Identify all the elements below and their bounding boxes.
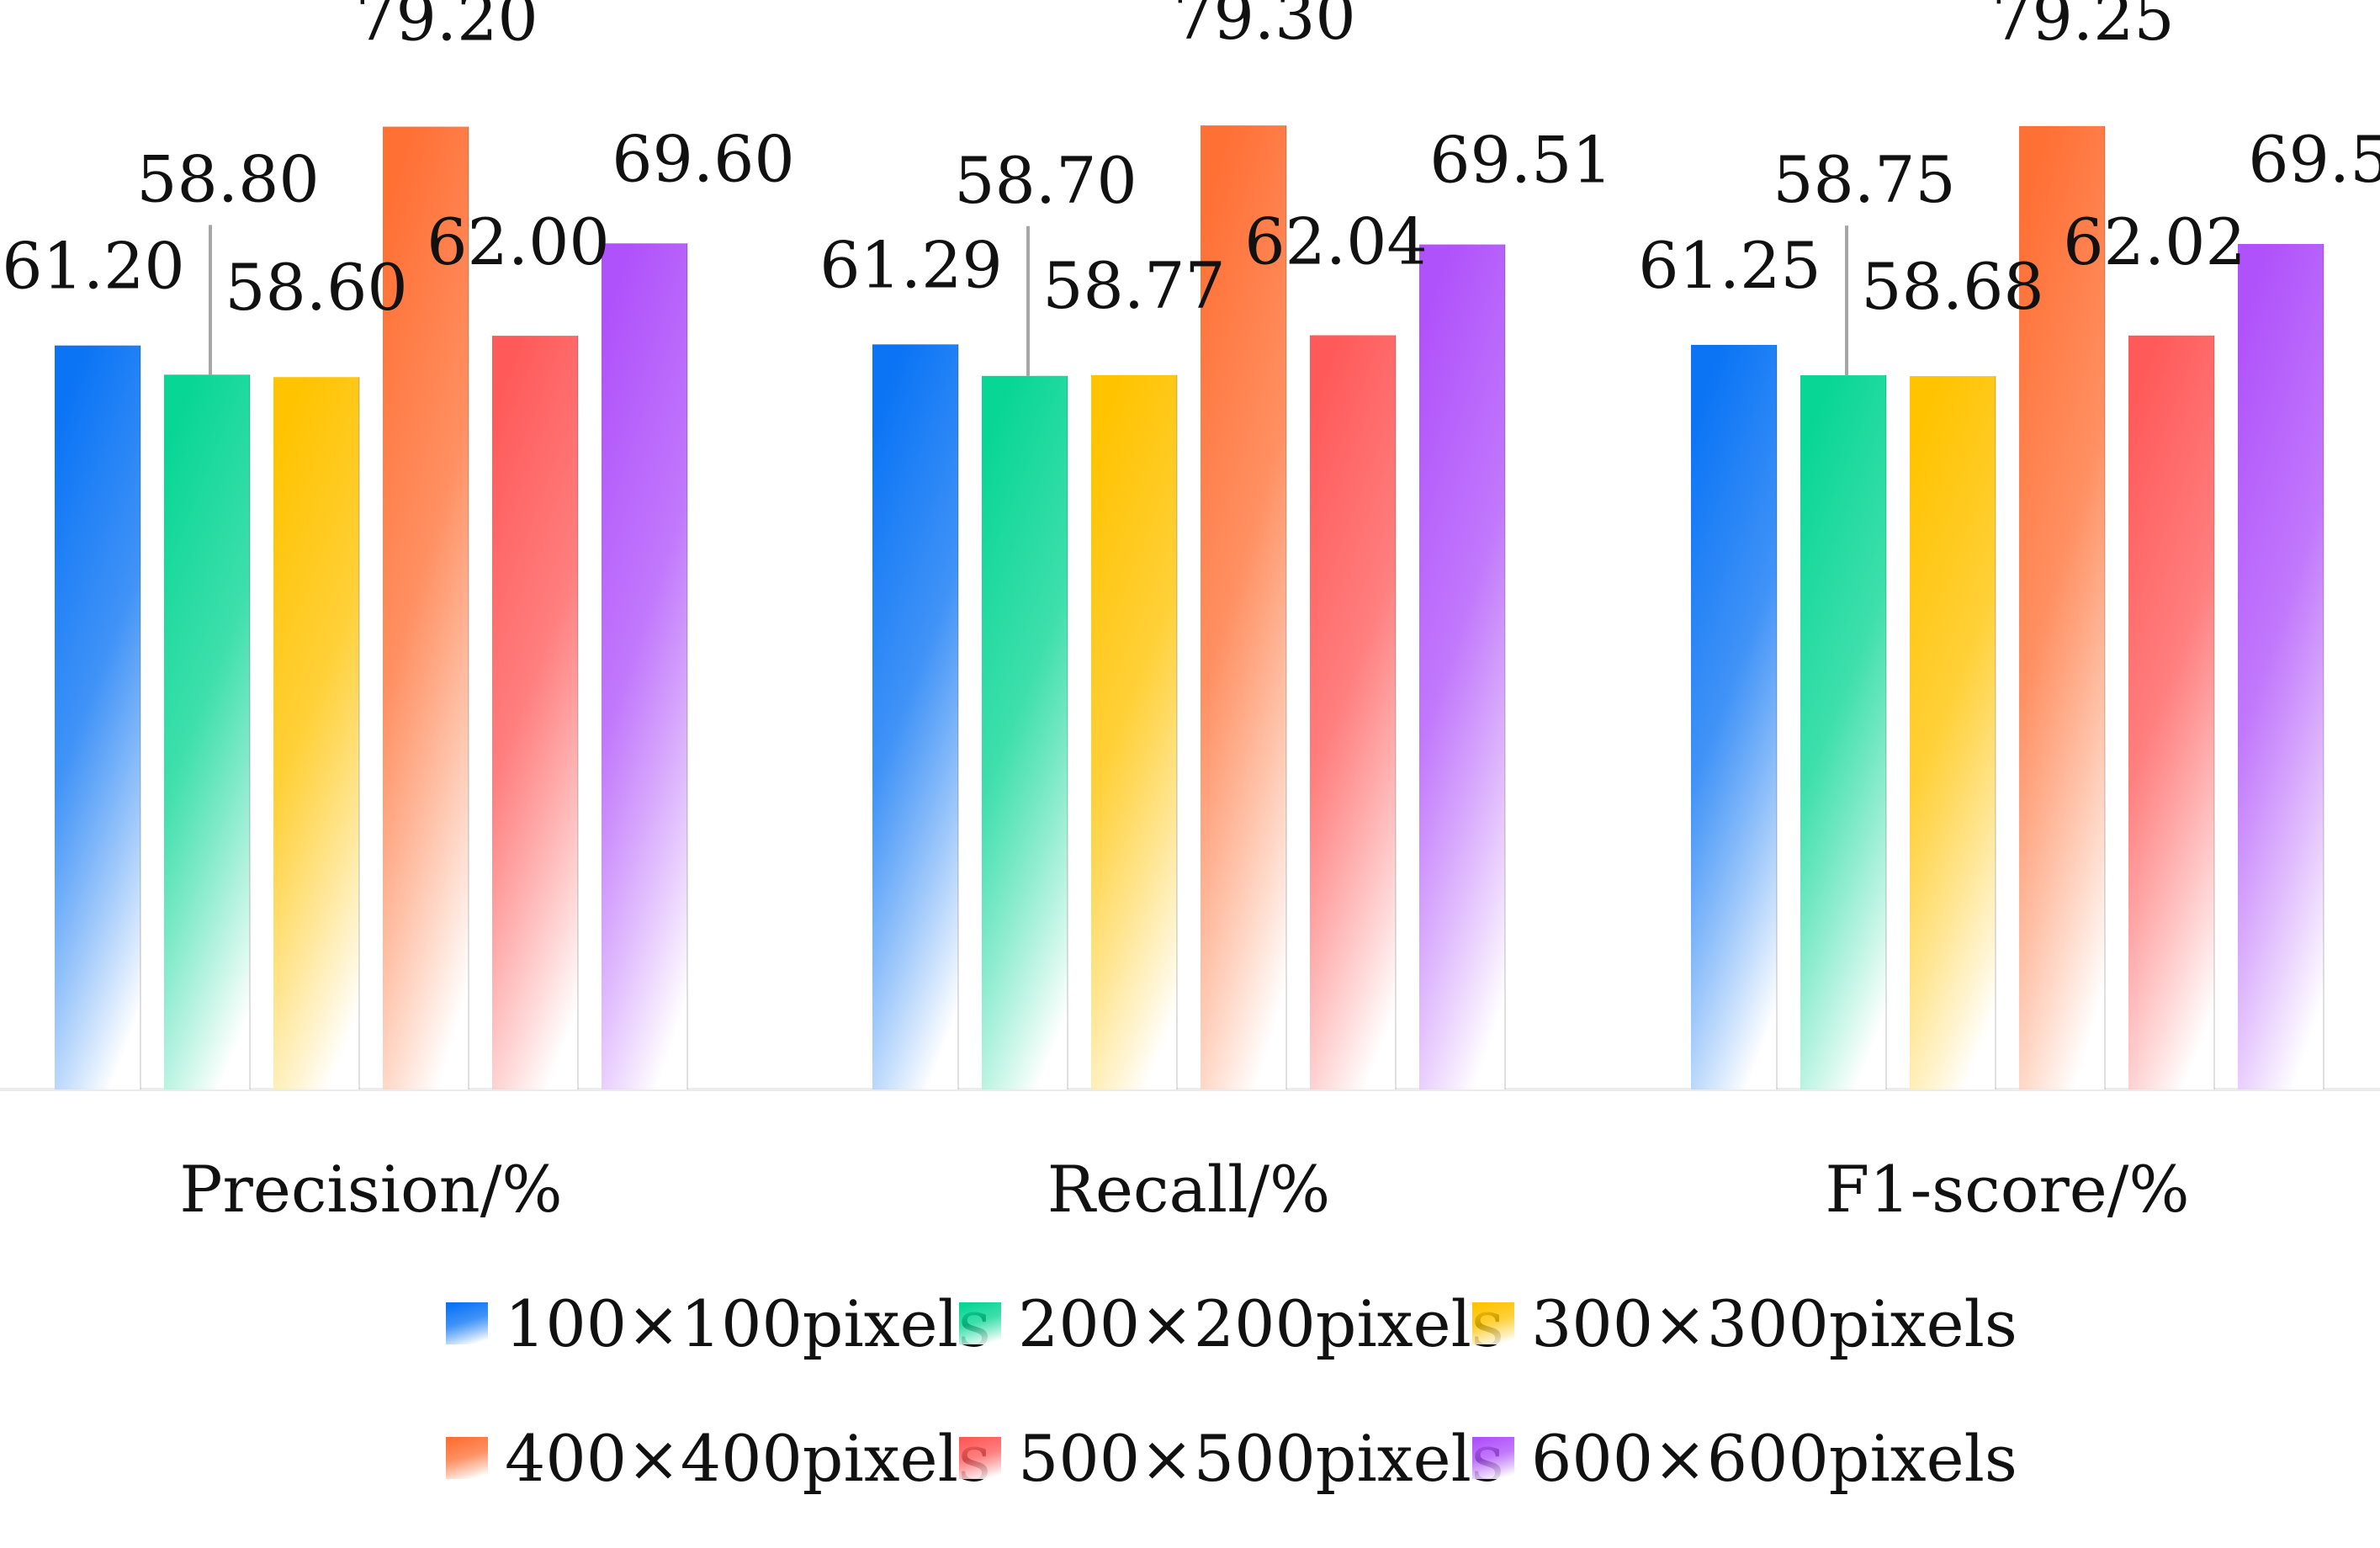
legend-swatch-400-400pixels (446, 1437, 488, 1479)
legend-label-100-100pixels: 100×100pixels (505, 1286, 991, 1361)
bar-recall-600-600pixels (1419, 244, 1505, 1089)
legend-label-300-300pixels: 300×300pixels (1531, 1286, 2017, 1361)
value-label-precision-400-400pixels: 79.20 (355, 0, 538, 56)
legend-swatch-500-500pixels (959, 1437, 1001, 1479)
category-labels-layer: Precision/% Recall/% F1-score/% (179, 1152, 2189, 1227)
value-label-recall-200-200pixels: 58.70 (954, 143, 1137, 218)
value-label-precision-600-600pixels: 69.60 (612, 121, 795, 196)
bars-layer (55, 125, 2324, 1090)
value-label-f1-score-400-400pixels: 79.25 (1991, 0, 2175, 55)
legend-item-200-200pixels: 200×200pixels (959, 1286, 1504, 1361)
legend-item-100-100pixels: 100×100pixels (446, 1286, 991, 1361)
value-label-f1-score-300-300pixels: 58.68 (1861, 249, 2044, 324)
value-label-precision-100-100pixels: 61.20 (2, 229, 185, 304)
bar-f1-score-100-100pixels (1691, 344, 1777, 1089)
legend-swatch-600-600pixels (1472, 1437, 1514, 1479)
legend-swatch-200-200pixels (959, 1302, 1001, 1344)
legend-item-500-500pixels: 500×500pixels (959, 1421, 1504, 1496)
legend-item-600-600pixels: 600×600pixels (1472, 1421, 2017, 1496)
legend-label-200-200pixels: 200×200pixels (1018, 1286, 1504, 1361)
bar-precision-200-200pixels (164, 374, 250, 1090)
legend-item-400-400pixels: 400×400pixels (446, 1421, 991, 1496)
bar-precision-300-300pixels (273, 377, 359, 1090)
value-label-recall-600-600pixels: 69.51 (1429, 123, 1613, 198)
legend-label-500-500pixels: 500×500pixels (1018, 1421, 1504, 1496)
bar-recall-500-500pixels (1310, 335, 1396, 1090)
value-label-f1-score-200-200pixels: 58.75 (1773, 142, 1956, 217)
bar-recall-400-400pixels (1201, 125, 1286, 1090)
legend: 100×100pixels 200×200pixels 300×300pixels 4… (446, 1286, 2017, 1496)
bar-f1-score-400-400pixels (2019, 125, 2105, 1089)
value-label-precision-500-500pixels: 62.00 (427, 204, 610, 279)
value-label-f1-score-500-500pixels: 62.02 (2063, 204, 2246, 279)
bar-recall-100-100pixels (872, 344, 958, 1089)
value-label-precision-300-300pixels: 58.60 (225, 250, 408, 325)
leader-lines-layer (209, 225, 1848, 376)
value-label-recall-500-500pixels: 62.04 (1244, 204, 1428, 279)
legend-item-300-300pixels: 300×300pixels (1472, 1286, 2017, 1361)
bar-f1-score-500-500pixels (2128, 335, 2214, 1089)
value-label-recall-400-400pixels: 79.30 (1173, 0, 1356, 54)
category-label-recall: Recall/% (1047, 1152, 1331, 1227)
bar-precision-500-500pixels (492, 336, 578, 1090)
category-label-f1-score: F1-score/% (1825, 1152, 2189, 1227)
legend-label-400-400pixels: 400×400pixels (505, 1421, 991, 1496)
value-label-recall-300-300pixels: 58.77 (1042, 248, 1226, 323)
bar-f1-score-600-600pixels (2238, 244, 2324, 1089)
legend-label-600-600pixels: 600×600pixels (1531, 1421, 2017, 1496)
value-label-f1-score-100-100pixels: 61.25 (1638, 228, 1821, 303)
category-label-precision: Precision/% (179, 1152, 562, 1227)
value-label-precision-200-200pixels: 58.80 (136, 141, 320, 216)
value-label-recall-100-100pixels: 61.29 (819, 227, 1003, 302)
bar-precision-400-400pixels (383, 126, 469, 1089)
bar-precision-100-100pixels (55, 345, 140, 1089)
value-label-f1-score-600-600pixels: 69.55 (2248, 122, 2380, 197)
bar-f1-score-300-300pixels (1910, 376, 1996, 1090)
bar-f1-score-200-200pixels (1800, 375, 1886, 1089)
legend-swatch-300-300pixels (1472, 1302, 1514, 1344)
bar-recall-300-300pixels (1091, 374, 1177, 1089)
bar-recall-200-200pixels (982, 375, 1068, 1089)
bar-precision-600-600pixels (602, 243, 687, 1089)
legend-swatch-100-100pixels (446, 1302, 488, 1344)
